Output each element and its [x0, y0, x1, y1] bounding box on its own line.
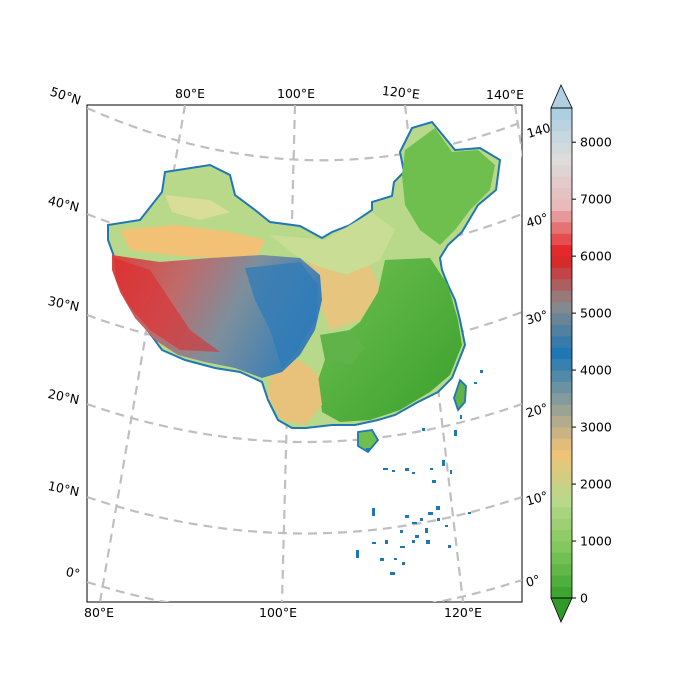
bottom-longitude-labels: 80°E 100°E 120°E	[84, 605, 482, 620]
colorbar-band	[551, 119, 572, 132]
colorbar-band	[551, 176, 572, 189]
colorbar-band	[551, 472, 572, 485]
colorbar-band	[551, 370, 572, 382]
left-latitude-labels: 50°N 40°N 30°N 20°N 10°N 0°	[47, 84, 83, 582]
colorbar-band	[551, 529, 572, 542]
lat-label-right-30: 30°	[524, 307, 549, 328]
south-sea-islands	[356, 370, 483, 575]
colorbar-band	[551, 130, 572, 143]
colorbar-band	[551, 301, 572, 314]
colorbar-band	[551, 427, 572, 439]
colorbar-band	[551, 244, 572, 257]
colorbar-band	[551, 541, 572, 553]
lon-label-top-80: 80°E	[175, 86, 205, 101]
colorbar-band	[551, 358, 572, 371]
plateau-blue-east	[245, 262, 318, 368]
colorbar-band	[551, 518, 572, 531]
lat-label-left-0: 0°	[65, 564, 82, 581]
colorbar-band	[551, 392, 572, 405]
north-plateau	[270, 212, 395, 275]
tarim-basin	[120, 225, 265, 258]
eastern-lowlands	[318, 258, 462, 422]
lon-label-bottom-100: 100°E	[259, 605, 297, 620]
lat-label-right-40: 40°	[524, 210, 549, 231]
colorbar-band	[551, 256, 572, 268]
colorbar-band	[551, 404, 572, 417]
colorbar-band	[551, 278, 572, 291]
colorbar-band	[551, 233, 572, 246]
colorbar-band	[551, 347, 572, 360]
colorbar-band	[551, 506, 572, 519]
colorbar-band	[551, 210, 572, 223]
plateau-red-west	[114, 258, 220, 352]
cb-label-0: 0	[580, 591, 588, 606]
lon-label-top-100: 100°E	[277, 86, 315, 101]
china-elevation-map	[107, 120, 502, 575]
colorbar-band	[551, 313, 572, 325]
lat-label-right-0: 0°	[524, 572, 542, 590]
colorbar-band	[551, 290, 572, 303]
lat-label-left-10: 10°N	[47, 478, 81, 499]
colorbar-band	[551, 586, 572, 599]
colorbar-band	[551, 324, 572, 337]
lat-label-left-30: 30°N	[47, 293, 81, 314]
lat-label-left-50: 50°N	[48, 84, 83, 108]
cb-label-4000: 4000	[580, 363, 612, 378]
cb-label-2000: 2000	[580, 477, 612, 492]
lon-label-bottom-80: 80°E	[84, 605, 114, 620]
colorbar-band	[551, 461, 572, 474]
colorbar-band	[551, 142, 572, 154]
lon-label-bottom-120: 120°E	[444, 605, 482, 620]
cb-label-6000: 6000	[580, 249, 612, 264]
lon-label-top-120: 120°E	[381, 83, 420, 102]
colorbar-band	[551, 552, 572, 565]
lat-label-left-20: 20°N	[47, 386, 81, 407]
colorbar-band	[551, 108, 572, 120]
northeast-plain	[402, 128, 495, 245]
yunnan-guizhou-plateau	[268, 360, 322, 425]
cb-label-5000: 5000	[580, 306, 612, 321]
colorbar-extend-bottom	[550, 597, 573, 623]
cb-label-3000: 3000	[580, 420, 612, 435]
colorbar: 0 1000 2000 3000 4000 5000 6000 7000 800…	[550, 84, 612, 623]
lat-label-right-20: 20°	[524, 400, 549, 421]
colorbar-band	[551, 415, 572, 428]
colorbar-band	[551, 381, 572, 394]
colorbar-bands	[551, 108, 572, 599]
colorbar-band	[551, 563, 572, 576]
dzungaria-basin	[165, 195, 230, 220]
colorbar-frame	[550, 107, 573, 599]
right-latitude-labels: 140 40° 30° 20° 10° 0°	[524, 120, 552, 590]
lat-label-left-40: 40°N	[47, 193, 81, 215]
lat-label-right-10: 10°	[524, 488, 549, 509]
colorbar-band	[551, 438, 572, 451]
colorbar-band	[551, 335, 572, 348]
cb-label-8000: 8000	[580, 135, 612, 150]
colorbar-band	[551, 187, 572, 200]
colorbar-band	[551, 575, 572, 588]
colorbar-band	[551, 199, 572, 211]
taiwan	[453, 378, 467, 412]
sichuan-basin	[320, 330, 365, 365]
colorbar-band	[551, 484, 572, 496]
lat-label-right-140: 140	[525, 120, 552, 141]
colorbar-band	[551, 267, 572, 280]
colorbar-labels: 0 1000 2000 3000 4000 5000 6000 7000 800…	[580, 135, 612, 606]
colorbar-band	[551, 449, 572, 462]
lon-label-top-140: 140°E	[486, 87, 524, 102]
cb-label-7000: 7000	[580, 192, 612, 207]
colorbar-band	[551, 153, 572, 166]
hainan	[357, 429, 380, 454]
colorbar-band	[551, 221, 572, 234]
cb-label-1000: 1000	[580, 534, 612, 549]
colorbar-band	[551, 164, 572, 177]
top-longitude-labels: 80°E 100°E 120°E 140°E	[175, 83, 524, 102]
colorbar-band	[551, 495, 572, 508]
colorbar-ticks	[572, 141, 576, 599]
colorbar-extend-top	[550, 84, 573, 109]
